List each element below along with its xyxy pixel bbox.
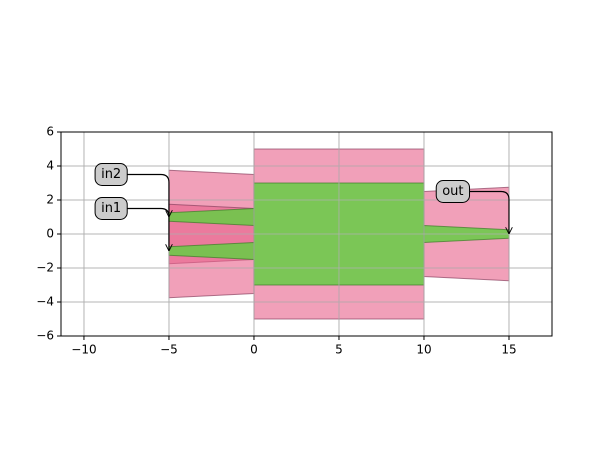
annotation-arrow bbox=[469, 190, 509, 234]
x-tick-label: 5 bbox=[335, 343, 343, 357]
y-tick-label: 4 bbox=[46, 159, 54, 173]
x-tick-label: 0 bbox=[250, 343, 258, 357]
y-tick-label: −2 bbox=[36, 261, 54, 275]
annotation-label: in2 bbox=[101, 167, 121, 182]
plot-area bbox=[168, 148, 510, 320]
y-tick-label: 6 bbox=[46, 125, 54, 139]
x-tick-label: 10 bbox=[416, 343, 431, 357]
y-tick-label: 2 bbox=[46, 193, 54, 207]
x-tick-label: −10 bbox=[71, 343, 96, 357]
y-tick-label: −4 bbox=[36, 295, 54, 309]
x-tick-label: −5 bbox=[160, 343, 178, 357]
y-tick-label: −6 bbox=[36, 329, 54, 343]
annotation-label: out bbox=[442, 184, 463, 199]
annotation-label: in1 bbox=[101, 201, 121, 216]
annotation-arrow bbox=[127, 173, 169, 217]
y-tick-label: 0 bbox=[46, 227, 54, 241]
annotation-arrow bbox=[127, 207, 169, 251]
x-tick-label: 15 bbox=[501, 343, 516, 357]
